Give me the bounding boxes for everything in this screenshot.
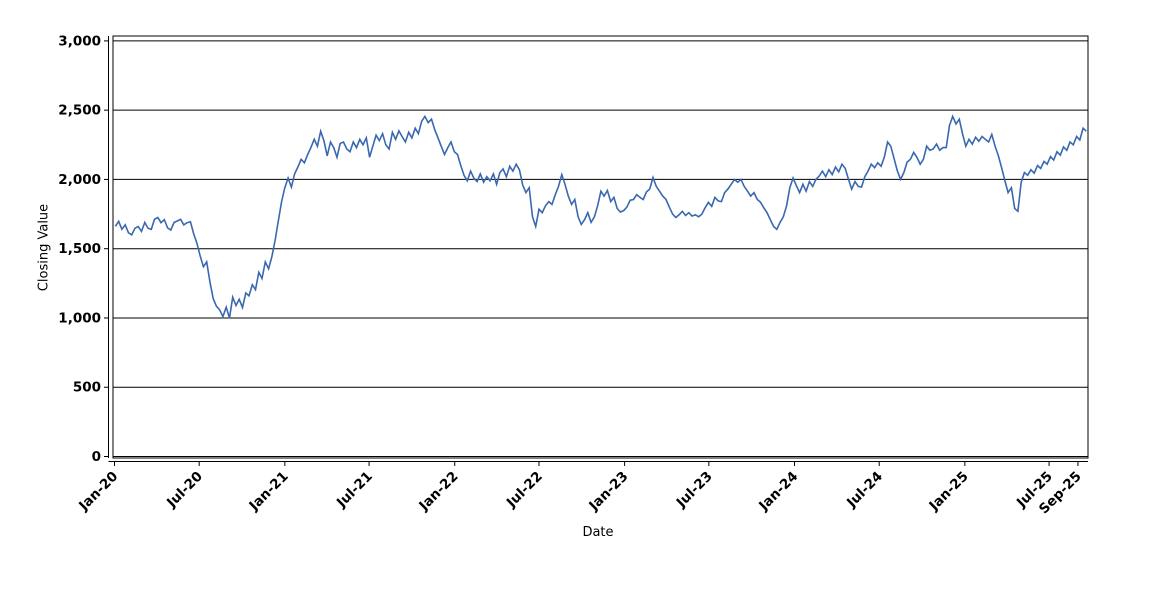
y-tick-label: 0 [92,449,101,465]
y-tick-label: 1,000 [58,310,101,326]
closing-value-series-line [114,114,1087,319]
y-tick-label: 500 [73,380,101,396]
y-tick-label: 1,500 [58,241,101,257]
x-tick-label: Jan-21 [246,469,292,515]
x-tick-label: Jan-24 [755,469,801,515]
x-tick-label: Jan-22 [415,469,461,515]
y-axis-title: Closing Value [36,203,52,292]
x-tick-label: Jul-23 [673,469,716,512]
x-tick-label: Jul-22 [503,469,546,512]
y-tick-label: 2,500 [58,103,101,119]
y-tick-label: 2,000 [58,172,101,188]
plot-frame [112,35,1089,459]
x-tick-label: Jan-25 [926,469,972,515]
x-tick-label: Jan-23 [585,469,631,515]
x-tick-label: Jul-20 [163,469,206,512]
y-tick-label: 3,000 [58,33,101,49]
x-tick-label: Jul-24 [843,469,886,512]
x-tick-label: Jul-21 [333,469,376,512]
x-tick-label: Jan-20 [75,469,121,515]
x-axis-title: Date [582,525,614,540]
